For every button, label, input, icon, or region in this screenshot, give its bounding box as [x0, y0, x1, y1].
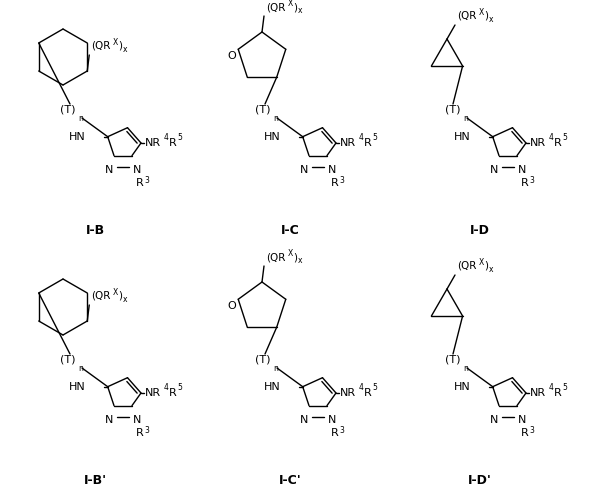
Text: 3: 3 — [339, 426, 344, 434]
Text: R: R — [364, 388, 371, 398]
Text: 4: 4 — [164, 384, 169, 392]
Text: NR: NR — [530, 388, 546, 398]
Text: N: N — [328, 414, 336, 424]
Text: 5: 5 — [562, 384, 567, 392]
Text: 4: 4 — [549, 134, 554, 142]
Text: n: n — [463, 114, 468, 123]
Text: N: N — [133, 164, 141, 174]
Text: N: N — [104, 164, 113, 174]
Text: NR: NR — [145, 138, 161, 148]
Text: (QR: (QR — [266, 2, 285, 12]
Text: R: R — [169, 388, 177, 398]
Text: I-C': I-C' — [278, 474, 301, 486]
Text: 3: 3 — [339, 176, 344, 184]
Text: ): ) — [484, 261, 488, 271]
Text: N: N — [133, 414, 141, 424]
Text: (T): (T) — [445, 105, 460, 115]
Text: 3: 3 — [529, 176, 534, 184]
Text: X: X — [479, 8, 484, 17]
Text: (T): (T) — [255, 355, 271, 365]
Text: x: x — [489, 15, 493, 24]
Text: (QR: (QR — [91, 291, 111, 301]
Text: N: N — [300, 414, 308, 424]
Text: n: n — [463, 364, 468, 373]
Text: R: R — [521, 428, 528, 438]
Text: N: N — [490, 414, 498, 424]
Text: O: O — [228, 302, 237, 312]
Text: X: X — [288, 0, 294, 8]
Text: R: R — [169, 138, 177, 148]
Text: 4: 4 — [359, 384, 364, 392]
Text: x: x — [123, 295, 128, 304]
Text: R: R — [331, 428, 339, 438]
Text: 5: 5 — [372, 384, 377, 392]
Text: N: N — [328, 164, 336, 174]
Text: (T): (T) — [445, 355, 460, 365]
Text: 3: 3 — [529, 426, 534, 434]
Text: HN: HN — [264, 382, 281, 392]
Text: (QR: (QR — [457, 11, 477, 21]
Text: (T): (T) — [255, 105, 271, 115]
Text: I-C: I-C — [281, 224, 300, 236]
Text: (QR: (QR — [91, 41, 111, 51]
Text: (T): (T) — [60, 355, 76, 365]
Text: x: x — [298, 256, 303, 265]
Text: R: R — [331, 178, 339, 188]
Text: N: N — [490, 164, 498, 174]
Text: X: X — [479, 258, 484, 267]
Text: 3: 3 — [144, 176, 149, 184]
Text: R: R — [554, 388, 562, 398]
Text: X: X — [113, 38, 118, 47]
Text: x: x — [298, 6, 303, 15]
Text: R: R — [136, 428, 144, 438]
Text: I-D: I-D — [470, 224, 490, 236]
Text: R: R — [521, 178, 528, 188]
Text: 5: 5 — [372, 134, 377, 142]
Text: x: x — [489, 265, 493, 274]
Text: HN: HN — [454, 132, 471, 141]
Text: 5: 5 — [177, 384, 182, 392]
Text: ): ) — [118, 41, 122, 51]
Text: R: R — [554, 138, 562, 148]
Text: ): ) — [293, 252, 297, 262]
Text: I-B': I-B' — [83, 474, 106, 486]
Text: N: N — [518, 164, 526, 174]
Text: n: n — [273, 114, 278, 123]
Text: (QR: (QR — [266, 252, 285, 262]
Text: ): ) — [118, 291, 122, 301]
Text: NR: NR — [340, 388, 356, 398]
Text: ): ) — [484, 11, 488, 21]
Text: n: n — [78, 364, 83, 373]
Text: O: O — [228, 52, 237, 62]
Text: I-B: I-B — [85, 224, 104, 236]
Text: HN: HN — [454, 382, 471, 392]
Text: HN: HN — [69, 382, 86, 392]
Text: 5: 5 — [177, 134, 182, 142]
Text: (QR: (QR — [457, 261, 477, 271]
Text: N: N — [300, 164, 308, 174]
Text: (T): (T) — [60, 105, 76, 115]
Text: N: N — [518, 414, 526, 424]
Text: 4: 4 — [549, 384, 554, 392]
Text: ): ) — [293, 2, 297, 12]
Text: X: X — [113, 288, 118, 297]
Text: NR: NR — [530, 138, 546, 148]
Text: 4: 4 — [164, 134, 169, 142]
Text: 5: 5 — [562, 134, 567, 142]
Text: N: N — [104, 414, 113, 424]
Text: n: n — [273, 364, 278, 373]
Text: 4: 4 — [359, 134, 364, 142]
Text: I-D': I-D' — [468, 474, 492, 486]
Text: R: R — [364, 138, 371, 148]
Text: HN: HN — [69, 132, 86, 141]
Text: x: x — [123, 45, 128, 54]
Text: R: R — [136, 178, 144, 188]
Text: HN: HN — [264, 132, 281, 141]
Text: 3: 3 — [144, 426, 149, 434]
Text: X: X — [288, 249, 294, 258]
Text: NR: NR — [145, 388, 161, 398]
Text: n: n — [78, 114, 83, 123]
Text: NR: NR — [340, 138, 356, 148]
